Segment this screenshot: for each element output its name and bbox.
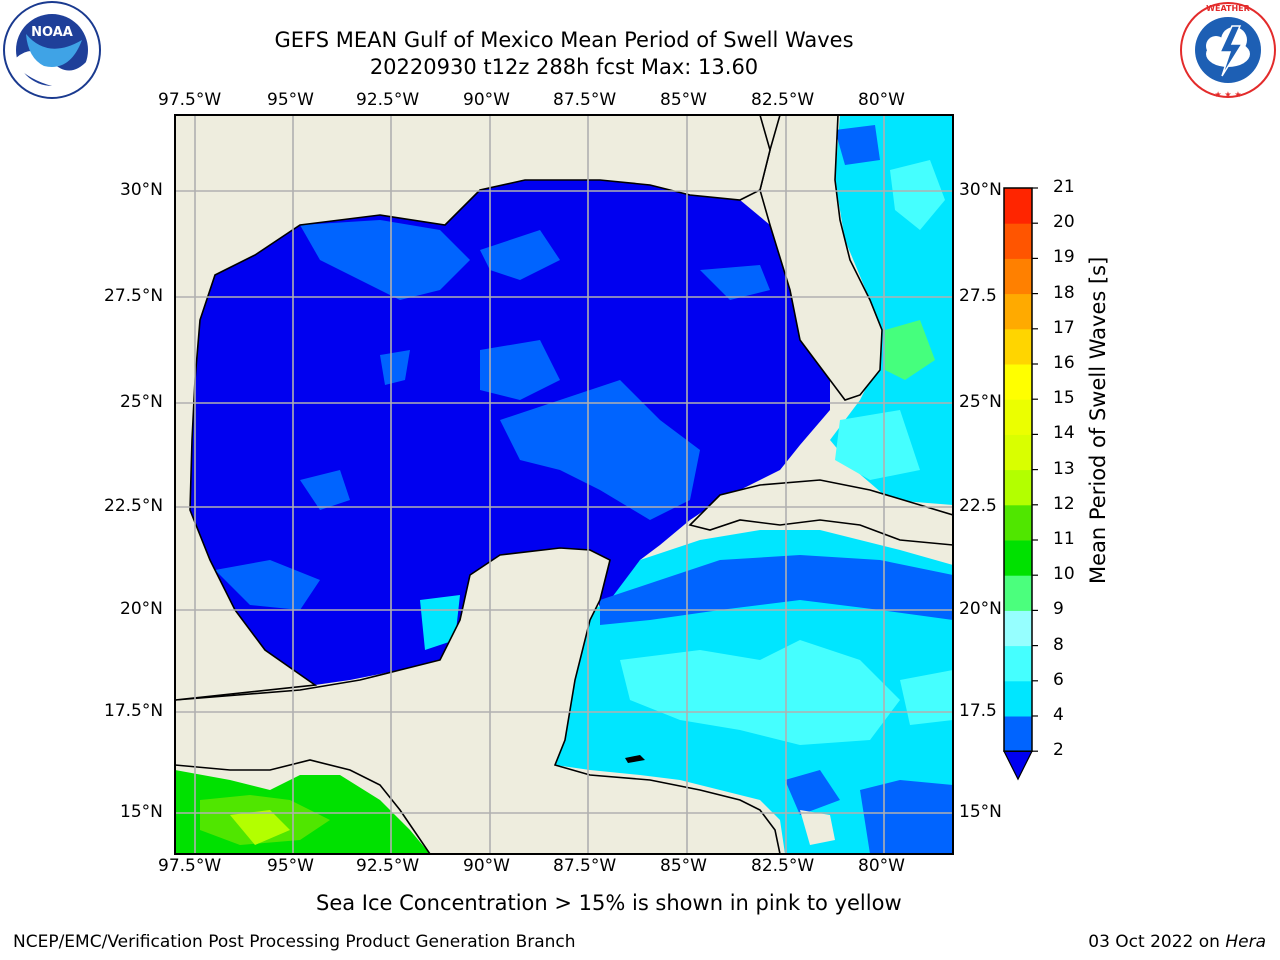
colorbar: [1003, 187, 1038, 781]
colorbar-segment: [1004, 680, 1032, 717]
graticule: [175, 115, 953, 854]
footer-branch: NCEP/EMC/Verification Post Processing Pr…: [13, 932, 576, 952]
lat-label-right: 27.5: [959, 286, 997, 306]
lon-label-bottom: 80°W: [858, 856, 905, 876]
lon-label-top: 95°W: [267, 90, 314, 110]
lat-label-right: 15°N: [959, 802, 1002, 822]
colorbar-tick-label: 21: [1053, 177, 1075, 197]
colorbar-tick-label: 12: [1053, 493, 1075, 514]
lat-label-left: 17.5°N: [104, 701, 164, 721]
lat-label-right: 30°N: [959, 180, 1002, 200]
lat-label-left: 30°N: [120, 180, 163, 200]
colorbar-segment: [1004, 716, 1032, 752]
title-line-1: GEFS MEAN Gulf of Mexico Mean Period of …: [274, 28, 854, 52]
lon-label-bottom: 90°W: [463, 856, 510, 876]
svg-text:NOAA: NOAA: [31, 25, 73, 40]
colorbar-segment: [1004, 293, 1032, 330]
lon-label-top: 87.5°W: [553, 90, 617, 110]
colorbar-tick-label: 13: [1053, 458, 1075, 479]
lat-label-left: 20°N: [120, 599, 163, 619]
florida-land: [759, 115, 883, 401]
lon-label-bottom: 95°W: [267, 856, 314, 876]
colorbar-tick-label: 11: [1053, 529, 1075, 549]
title-line-2: 20220930 t12z 288h fcst Max: 13.60: [369, 55, 759, 79]
colorbar-extension: [1003, 750, 1033, 781]
footer-host: Hera: [1225, 932, 1266, 952]
colorbar-tick-label: 17: [1053, 317, 1075, 338]
sea-ice-note: Sea Ice Concentration > 15% is shown in …: [316, 891, 902, 915]
lon-label-top: 92.5°W: [356, 90, 420, 110]
colorbar-segment: [1004, 540, 1032, 576]
footer-date: 03 Oct 2022 on Hera: [1088, 932, 1266, 952]
lon-label-bottom: 85°W: [660, 856, 707, 876]
cuba-land: [688, 479, 953, 546]
colorbar-segment: [1004, 469, 1032, 506]
colorbar-tick-label: 10: [1053, 564, 1075, 585]
colorbar-tick-label: 4: [1053, 705, 1064, 725]
colorbar-segment: [1004, 434, 1032, 471]
colorbar-segment: [1004, 223, 1032, 259]
lon-label-bottom: 87.5°W: [553, 856, 617, 876]
colorbar-tick-label: 20: [1053, 212, 1075, 233]
svg-text:WEATHER: WEATHER: [1206, 4, 1250, 13]
colorbar-segment: [1004, 258, 1032, 295]
colorbar-tick-label: 2: [1053, 740, 1064, 761]
colorbar-tick-label: 15: [1053, 388, 1075, 409]
noaa-logo: NOAA: [3, 1, 101, 99]
colorbar-segment: [1004, 399, 1032, 435]
map-frame: [174, 114, 954, 855]
lat-label-right: 22.5: [959, 496, 997, 516]
lon-label-top: 80°W: [858, 90, 905, 110]
colorbar-tick-label: 18: [1053, 282, 1075, 303]
colorbar-tick-label: 14: [1053, 423, 1075, 444]
colorbar-tick-label: 8: [1053, 634, 1064, 655]
colorbar-segment: [1004, 610, 1032, 647]
colorbar-label: Mean Period of Swell Waves [s]: [1086, 256, 1110, 584]
lon-label-top: 82.5°W: [751, 90, 815, 110]
lat-label-right: 25°N: [959, 392, 1002, 412]
colorbar-segment: [1004, 364, 1032, 400]
lon-label-bottom: 97.5°W: [158, 856, 222, 876]
colorbar-tick-label: 9: [1053, 599, 1064, 620]
colorbar-segment: [1004, 645, 1032, 682]
colorbar-tick-label: 6: [1053, 669, 1064, 690]
colorbar-segment: [1004, 328, 1032, 365]
lon-label-top: 85°W: [660, 90, 707, 110]
colorbar-segment: [1004, 575, 1032, 611]
nws-logo: WEATHER ★ ★ ★: [1180, 2, 1276, 99]
lat-label-right: 17.5: [959, 701, 997, 721]
lat-label-left: 22.5°N: [104, 496, 164, 516]
lon-label-bottom: 92.5°W: [356, 856, 420, 876]
lon-label-bottom: 82.5°W: [751, 856, 815, 876]
lon-label-top: 90°W: [463, 90, 510, 110]
lat-label-left: 27.5°N: [104, 286, 164, 306]
lat-label-right: 20°N: [959, 599, 1002, 619]
lon-label-top: 97.5°W: [158, 90, 222, 110]
svg-text:★ ★ ★: ★ ★ ★: [1214, 90, 1241, 99]
mexico-land: [175, 547, 781, 854]
us-mexico-north-land: [175, 115, 771, 701]
colorbar-tick-label: 16: [1053, 353, 1075, 373]
colorbar-tick-label: 19: [1053, 247, 1075, 268]
colorbar-segment: [1004, 504, 1032, 541]
lat-label-left: 15°N: [120, 802, 163, 822]
colorbar-segment: [1004, 188, 1032, 224]
footer-date-text: 03 Oct 2022 on: [1088, 932, 1226, 952]
lat-label-left: 25°N: [120, 392, 163, 412]
